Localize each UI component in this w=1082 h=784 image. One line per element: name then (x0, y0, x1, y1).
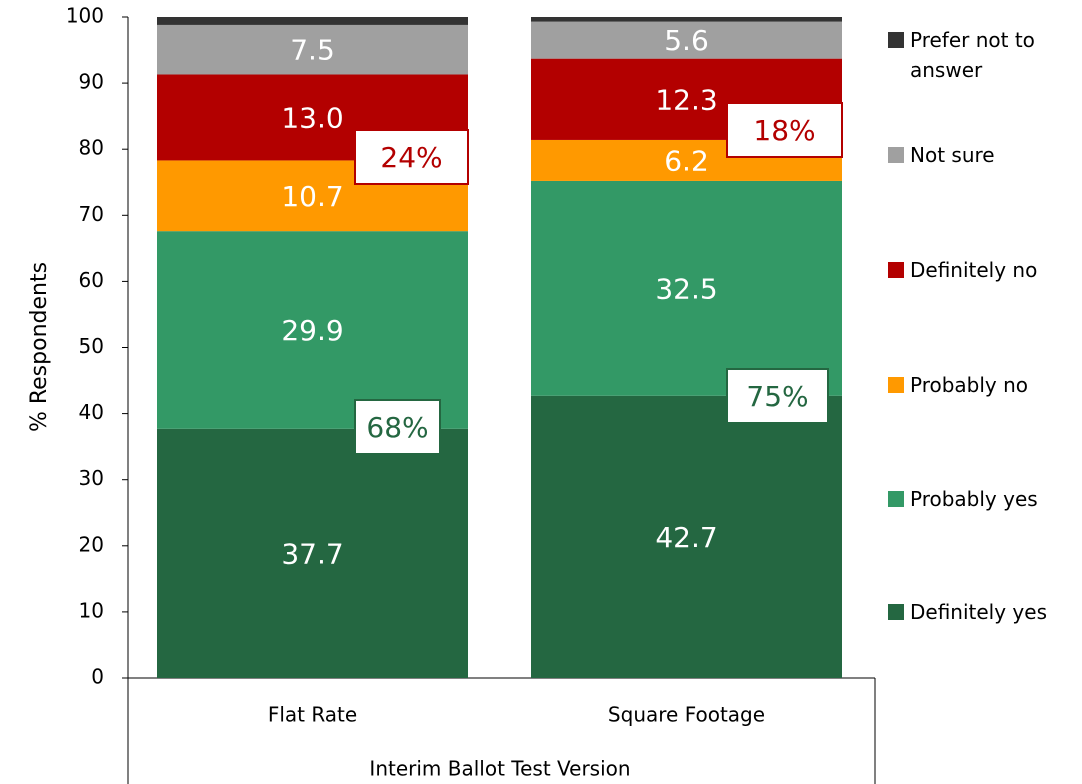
value-label: 7.5 (290, 34, 335, 67)
y-tick-label: 70 (79, 202, 104, 226)
y-axis-label: % Respondents (27, 262, 52, 432)
y-tick-label: 40 (79, 400, 104, 424)
legend-swatch (888, 262, 904, 278)
annotation: 68% (366, 411, 428, 444)
legend-label: Definitely yes (910, 600, 1047, 624)
legend-entry: Definitely yes (888, 597, 1078, 627)
y-tick-label: 10 (79, 598, 104, 622)
legend-entry: Not sure (888, 140, 1078, 170)
legend-label: Probably no (910, 373, 1029, 397)
x-axis-label: Interim Ballot Test Version (369, 757, 630, 781)
value-label: 10.7 (281, 180, 343, 213)
bar-segment (531, 180, 842, 396)
value-label: 37.7 (281, 537, 343, 570)
legend-swatch (888, 604, 904, 620)
bar-segment (157, 428, 468, 678)
y-tick-label: 0 (91, 665, 104, 689)
y-tick-label: 20 (79, 532, 104, 556)
annotation-box (726, 102, 843, 158)
bar-segment (157, 24, 468, 75)
value-label: 12.3 (655, 83, 717, 116)
value-label: 6.2 (664, 144, 709, 177)
annotation: 24% (380, 141, 442, 174)
value-label: 29.9 (281, 314, 343, 347)
y-tick-label: 30 (79, 466, 104, 490)
annotation: 75% (746, 380, 808, 413)
annotation-box (726, 368, 829, 424)
y-tick-label: 50 (79, 334, 104, 358)
bar-segment (531, 395, 842, 678)
legend-entry: Prefer not to answer (888, 25, 1078, 85)
annotation-box (354, 129, 469, 185)
value-label: 13.0 (281, 101, 343, 134)
value-label: 42.7 (655, 521, 717, 554)
x-tick-label: Flat Rate (268, 703, 357, 727)
bar-segment (531, 17, 842, 22)
y-tick-label: 80 (79, 136, 104, 160)
legend-entry: Probably yes (888, 484, 1078, 514)
legend-swatch (888, 32, 904, 48)
legend-label: Definitely no (910, 258, 1038, 282)
y-tick-label: 100 (66, 4, 104, 28)
legend-label: Probably yes (910, 487, 1038, 511)
annotation-box (354, 399, 441, 455)
x-tick-label: Square Footage (608, 703, 765, 727)
legend-entry: Definitely no (888, 255, 1078, 285)
y-tick-label: 60 (79, 268, 104, 292)
legend-label: Prefer not to answer (910, 28, 1035, 82)
legend-label: Not sure (910, 143, 995, 167)
legend-swatch (888, 491, 904, 507)
value-label: 32.5 (655, 272, 717, 305)
legend-swatch (888, 377, 904, 393)
legend-swatch (888, 147, 904, 163)
y-tick-label: 90 (79, 70, 104, 94)
bar-segment (157, 17, 468, 25)
value-label: 5.6 (664, 24, 709, 57)
bar-segment (157, 231, 468, 429)
bar-segment (531, 21, 842, 59)
legend-entry: Probably no (888, 370, 1078, 400)
annotation: 18% (753, 114, 815, 147)
